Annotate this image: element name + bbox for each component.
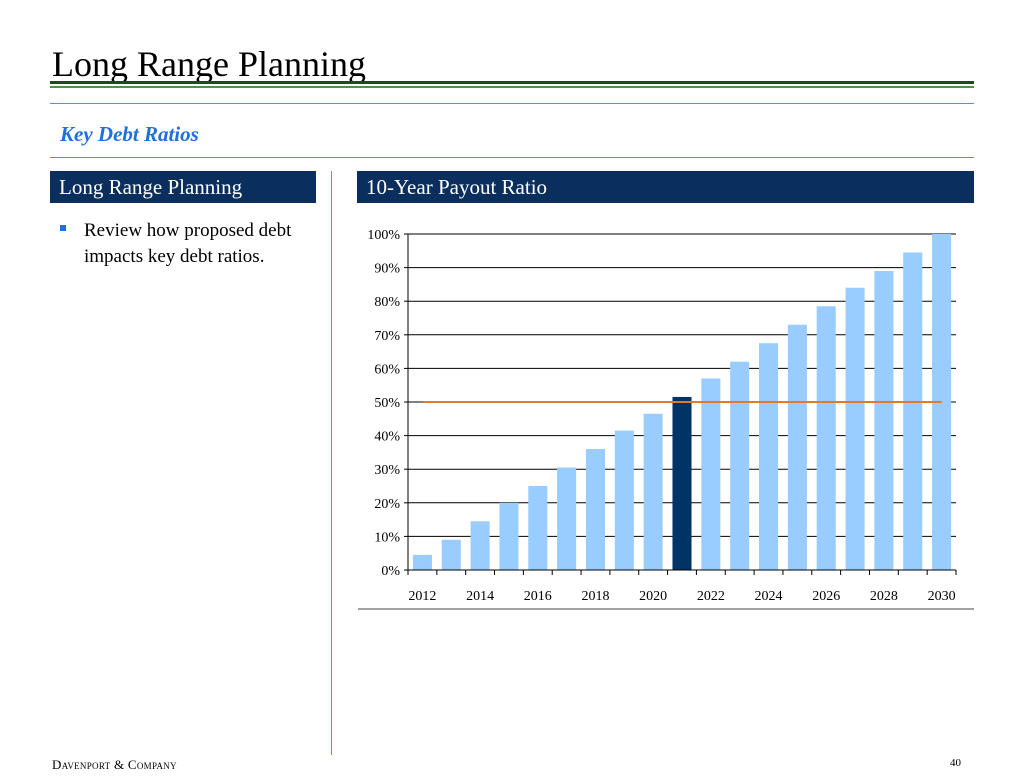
page-number: 40 [950,757,961,769]
subtitle-rule-top [50,103,974,104]
bar-2028 [874,270,894,570]
bar-2018 [585,449,605,570]
x-tick-label: 2020 [639,589,667,604]
bar-2013 [441,539,461,570]
y-tick-label: 10% [374,530,400,545]
bar-2027 [845,287,865,570]
y-tick-label: 30% [374,463,400,478]
left-panel-header: Long Range Planning [50,171,316,203]
y-tick-label: 60% [374,362,400,377]
y-tick-label: 80% [374,295,400,310]
bar-2024 [759,343,779,570]
y-tick-label: 0% [381,564,400,579]
y-tick-label: 90% [374,262,400,277]
title-rule [50,81,974,84]
bar-2029 [903,252,923,571]
chart-labels: 0% 10% 20% 30% 40% 50% 60% 70% 80% 90% 100% 2012 201… [367,228,955,604]
bar-2026 [816,306,836,570]
y-tick-label: 40% [374,430,400,445]
chart-axes [358,233,974,610]
x-tick-label: 2016 [524,589,552,604]
payout-ratio-chart: 0% 10% 20% 30% 40% 50% 60% 70% 80% 90% 100% 2012 201… [358,228,974,610]
bullet-item: Review how proposed debt impacts key deb… [84,220,292,267]
x-tick-label: 2022 [697,589,725,604]
bar-2015 [499,502,519,570]
chart-panel-header: 10-Year Payout Ratio [357,171,974,203]
x-tick-label: 2030 [928,589,956,604]
y-tick-label: 20% [374,497,400,512]
x-tick-label: 2014 [466,589,494,604]
y-tick-label: 70% [374,329,400,344]
x-tick-label: 2028 [870,589,898,604]
x-tick-label: 2012 [408,589,436,604]
bar-2022 [701,378,721,570]
title-rule-secondary [50,86,974,88]
bar-2017 [557,467,577,570]
section-subtitle: Key Debt Ratios [60,122,199,146]
bar-2025 [787,324,807,570]
bar-2019 [614,430,634,570]
bar-2020 [643,413,663,570]
column-divider [331,171,332,755]
x-tick-label: 2018 [581,589,609,604]
bar-2014 [470,521,490,570]
slide-title: Long Range Planning [52,44,366,84]
bar-2021 [672,396,692,570]
x-tick-label: 2026 [812,589,840,604]
bar-2016 [528,486,548,570]
x-tick-label: 2024 [755,589,783,604]
bullet-icon [60,225,66,231]
y-tick-label: 50% [374,396,400,411]
y-tick-label: 100% [367,228,400,243]
subtitle-rule-bottom [50,157,974,158]
bar-2023 [730,361,750,570]
footer-company: Davenport & Company [52,757,177,772]
bar-2012 [412,554,432,570]
